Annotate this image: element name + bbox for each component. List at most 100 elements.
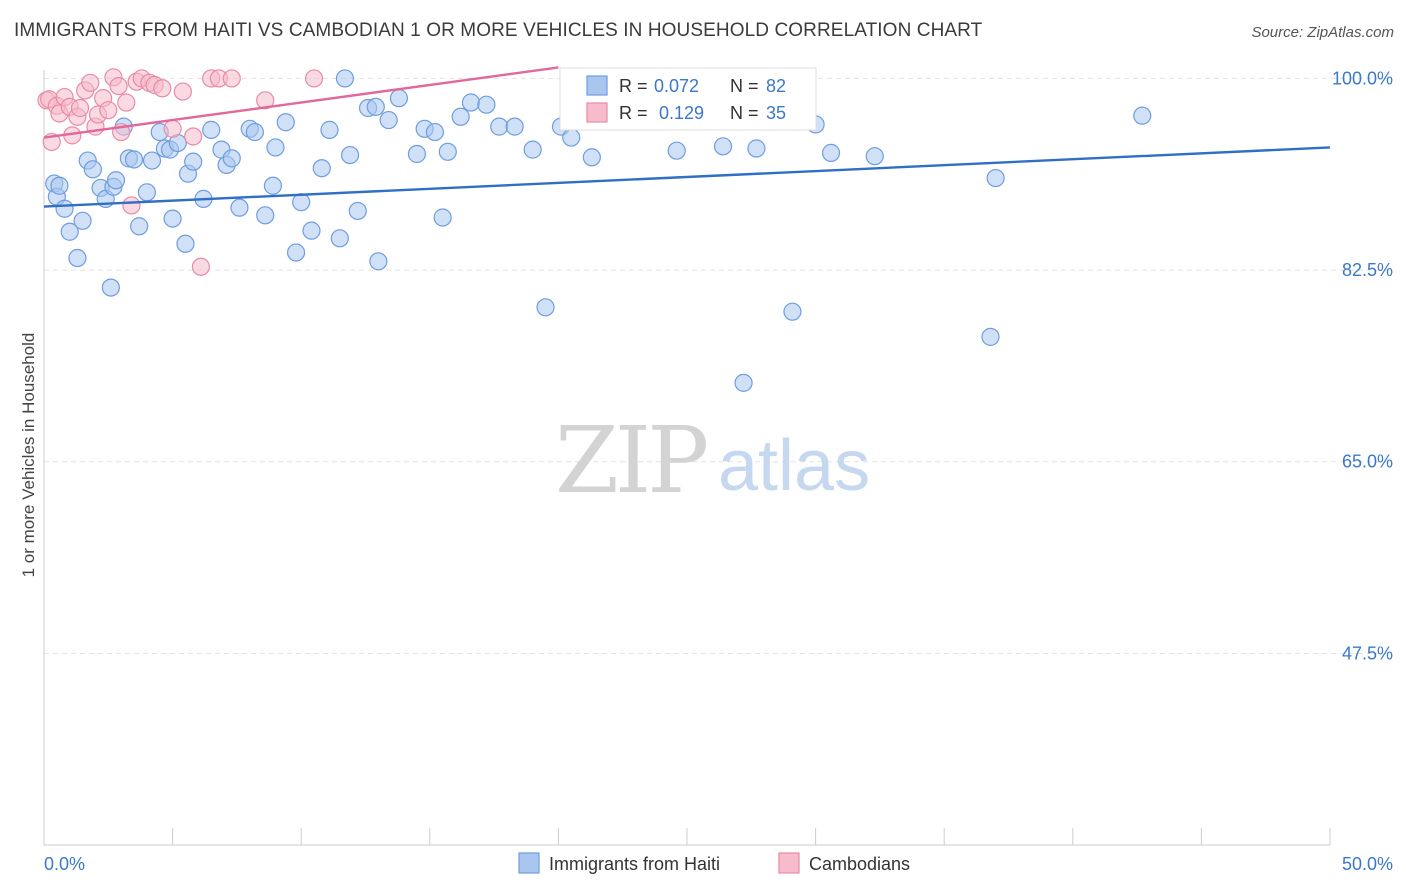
legend-swatch-haiti xyxy=(518,852,540,874)
point-cambodian-11 xyxy=(81,73,100,92)
y-axis-title: 1 or more Vehicles in Household xyxy=(19,333,38,578)
point-haiti-74 xyxy=(747,139,766,158)
point-haiti-5 xyxy=(68,248,87,268)
trend-line-cambodian xyxy=(43,66,559,139)
point-haiti-60 xyxy=(461,93,481,112)
point-haiti-62 xyxy=(490,117,509,136)
legend-swatch-cambodians xyxy=(778,852,800,874)
point-haiti-61 xyxy=(477,95,496,114)
point-cambodian-34 xyxy=(304,69,324,88)
legend-label-cambodians: Cambodians xyxy=(809,854,910,874)
point-cambodian-33 xyxy=(256,91,275,110)
point-haiti-35 xyxy=(245,122,265,142)
point-haiti-8 xyxy=(83,160,102,179)
point-haiti-80 xyxy=(986,168,1005,188)
point-haiti-50 xyxy=(366,97,385,116)
watermark-zip: ZIP xyxy=(555,407,706,514)
point-haiti-11 xyxy=(101,278,120,297)
point-cambodian-20 xyxy=(122,196,141,215)
point-haiti-23 xyxy=(163,209,182,228)
point-haiti-65 xyxy=(536,298,555,317)
point-haiti-71 xyxy=(667,141,686,160)
point-haiti-56 xyxy=(425,122,445,142)
stats-r-label-pink: R = xyxy=(619,103,648,123)
point-haiti-6 xyxy=(73,211,92,230)
point-haiti-47 xyxy=(340,145,360,165)
watermark: ZIP atlas xyxy=(555,407,870,514)
point-cambodian-27 xyxy=(173,82,192,101)
point-haiti-27 xyxy=(184,152,203,171)
y-tick-label-3: 47.5% xyxy=(1342,643,1393,663)
point-haiti-64 xyxy=(523,140,542,159)
point-haiti-44 xyxy=(320,120,339,139)
point-haiti-18 xyxy=(137,183,156,202)
point-haiti-48 xyxy=(348,201,367,221)
point-haiti-77 xyxy=(821,143,841,162)
y-tick-labels: 100.0% 82.5% 65.0% 47.5% xyxy=(1332,68,1393,663)
point-haiti-58 xyxy=(438,142,457,161)
point-haiti-54 xyxy=(407,144,427,164)
stats-n-label-pink: N = xyxy=(730,103,759,123)
stats-r-value-pink: 0.129 xyxy=(659,103,704,123)
point-haiti-41 xyxy=(292,193,311,212)
series-legend: Immigrants from Haiti Cambodians xyxy=(518,852,910,874)
point-haiti-39 xyxy=(276,113,295,132)
point-haiti-52 xyxy=(379,110,398,130)
x-tick-label-1: 50.0% xyxy=(1342,854,1393,874)
stats-n-value-blue: 82 xyxy=(766,76,786,96)
point-haiti-73 xyxy=(734,373,753,392)
point-cambodian-29 xyxy=(191,257,210,276)
point-haiti-42 xyxy=(302,221,321,240)
point-haiti-78 xyxy=(865,147,884,166)
point-cambodian-15 xyxy=(99,101,118,120)
x-tick-labels: 0.0% 50.0% xyxy=(44,854,1393,874)
point-haiti-17 xyxy=(130,217,149,236)
stats-n-label-blue: N = xyxy=(730,76,759,96)
axes xyxy=(43,70,1331,846)
point-haiti-36 xyxy=(256,206,275,225)
stats-legend-swatch-blue xyxy=(586,75,608,96)
point-haiti-32 xyxy=(222,149,241,168)
point-haiti-33 xyxy=(230,198,249,217)
chart-title: IMMIGRANTS FROM HAITI VS CAMBODIAN 1 OR … xyxy=(14,20,983,41)
point-haiti-67 xyxy=(562,128,581,147)
point-haiti-81 xyxy=(1133,106,1152,125)
stats-n-value-pink: 35 xyxy=(766,103,786,123)
point-haiti-16 xyxy=(124,150,144,169)
point-haiti-45 xyxy=(330,229,349,248)
point-haiti-72 xyxy=(713,137,733,156)
source-credit: Source: ZipAtlas.com xyxy=(1251,24,1394,41)
point-haiti-40 xyxy=(286,243,306,262)
point-cambodian-25 xyxy=(153,79,172,98)
gridlines xyxy=(44,77,1392,654)
point-haiti-25 xyxy=(176,234,195,253)
point-haiti-51 xyxy=(369,252,388,271)
trend-line-haiti xyxy=(43,146,1331,208)
point-haiti-68 xyxy=(582,148,601,167)
point-haiti-13 xyxy=(106,171,126,190)
y-tick-label-1: 82.5% xyxy=(1342,260,1393,280)
point-haiti-38 xyxy=(266,138,285,157)
point-haiti-4 xyxy=(60,222,79,241)
point-cambodian-19 xyxy=(117,93,136,112)
point-haiti-43 xyxy=(312,159,331,178)
point-haiti-29 xyxy=(202,120,221,139)
point-haiti-3 xyxy=(55,199,74,218)
y-tick-label-2: 65.0% xyxy=(1342,452,1393,472)
point-cambodian-9 xyxy=(70,98,90,118)
point-cambodian-32 xyxy=(222,69,241,88)
point-haiti-57 xyxy=(433,208,452,227)
point-cambodian-28 xyxy=(184,127,203,146)
stats-r-value-blue: 0.072 xyxy=(654,76,699,96)
point-haiti-53 xyxy=(389,89,409,108)
watermark-atlas: atlas xyxy=(718,426,870,506)
stats-r-label-blue: R = xyxy=(619,76,648,96)
stats-legend-swatch-pink xyxy=(586,102,608,123)
point-haiti-37 xyxy=(263,176,283,195)
legend-label-haiti: Immigrants from Haiti xyxy=(549,854,720,874)
point-haiti-79 xyxy=(981,327,1000,346)
point-cambodian-26 xyxy=(163,119,182,138)
point-haiti-2 xyxy=(50,176,69,195)
point-cambodian-17 xyxy=(109,76,128,96)
